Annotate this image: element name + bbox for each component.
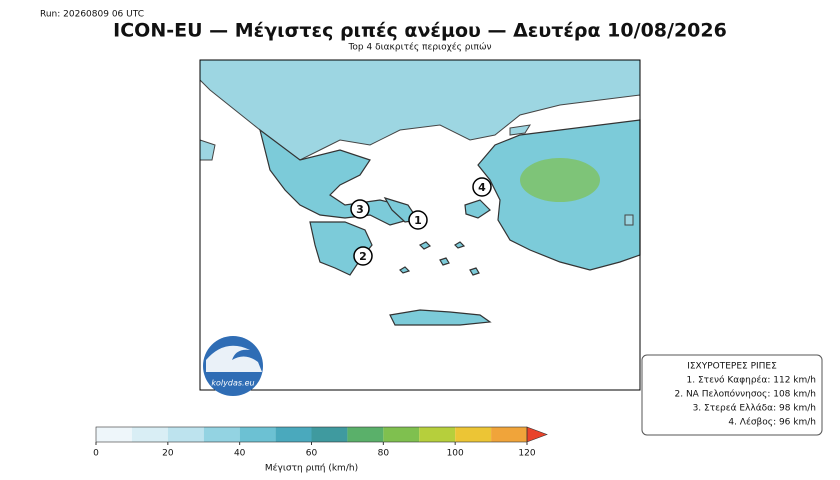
cyclades [399,241,480,276]
marker-label: 1 [414,214,422,227]
hotspot [520,158,600,202]
balkans [199,59,641,161]
colorbar-tick-label: 40 [234,449,246,459]
legend-box: ΙΣΧΥΡΟΤΕΡΕΣ ΡΙΠΕΣ 1. Στενό Καφηρέα: 112 … [641,354,823,436]
legend-entry: 2. ΝΑ Πελοπόννησος: 108 km/h [675,389,817,400]
colorbar: 0 20 40 60 80 100 120 Μέγιστη ριπή (km/h) [93,426,548,474]
colorbar-bin [131,427,168,442]
colorbar-bin [96,427,132,442]
title: ICON-EU — Μέγιστες ριπές ανέμου — Δευτέρ… [113,20,727,42]
colorbar-bin [455,427,492,442]
colorbar-bin [383,427,420,442]
colorbar-tick-label: 20 [162,449,174,459]
logo-text: kolydas.eu [211,379,254,388]
marker-circle [353,246,373,266]
crete [389,309,492,326]
colorbar-bin [311,427,348,442]
colorbar-bin [239,427,276,442]
legend-entry: 1. Στενό Καφηρέα: 112 km/h [687,375,816,386]
map [199,59,641,391]
subtitle: Top 4 διακριτές περιοχές ριπών [347,42,491,53]
colorbar-tick-label: 0 [93,449,99,459]
logo: kolydas.eu [203,336,263,396]
colorbar-label: Μέγιστη ριπή (km/h) [265,463,358,474]
legend-title: ΙΣΧΥΡΟΤΕΡΕΣ ΡΙΠΕΣ [687,362,777,372]
colorbar-bin [203,427,240,442]
marker-label: 3 [356,203,364,216]
marker-circle [408,210,428,230]
map-frame [199,59,641,391]
colorbar-bin [419,427,456,442]
marker-label: 2 [359,250,367,263]
legend-entry: 3. Στερεά Ελλάδα: 98 km/h [693,404,816,414]
logo-wave [206,345,262,372]
marker-label: 4 [478,181,486,194]
legend-frame [641,354,823,436]
markers: 1 2 3 4 [350,177,492,266]
colorbar-extend [526,426,548,443]
colorbar-tick-label: 100 [447,449,464,459]
colorbar-bin [491,427,527,442]
colorbar-tick-label: 60 [306,449,318,459]
lesvos [464,199,491,219]
colorbar-bin [347,427,384,442]
run-label: Run: 20260809 06 UTC [40,10,144,20]
marker-circle [472,177,492,197]
colorbar-tick-label: 80 [378,449,390,459]
legend-entry: 4. Λέσβος: 96 km/h [728,417,816,428]
colorbar-bin [275,427,312,442]
colorbar-bin [167,427,204,442]
colorbar-tick-label: 120 [518,449,535,459]
marker-circle [350,199,370,219]
